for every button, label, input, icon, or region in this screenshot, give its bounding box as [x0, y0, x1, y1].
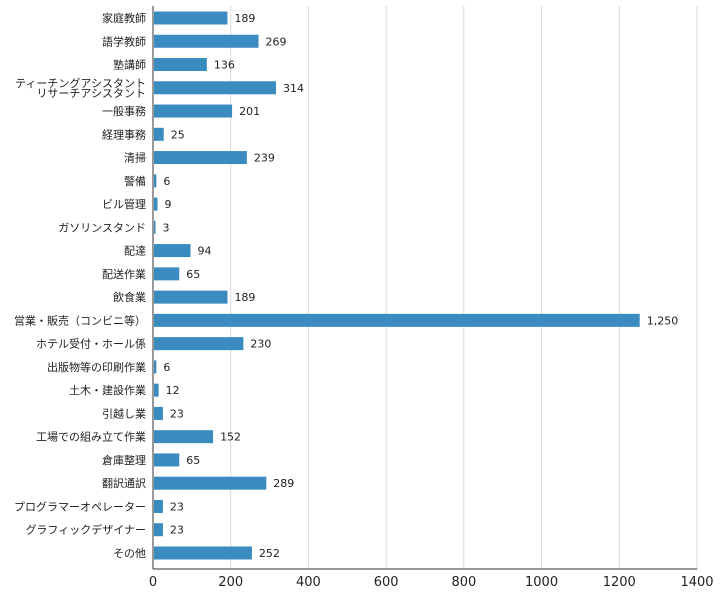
bar	[154, 127, 164, 141]
data-label: 6	[163, 361, 170, 374]
bar	[154, 406, 163, 420]
bar	[154, 453, 180, 467]
x-tick-label: 1000	[525, 575, 558, 590]
bar	[154, 383, 159, 397]
data-label: 189	[234, 291, 255, 304]
data-label: 201	[239, 105, 260, 118]
category-label: 配送作業	[102, 267, 146, 281]
x-tick-label: 0	[149, 575, 157, 590]
x-tick-label: 600	[374, 575, 399, 590]
x-tick-label: 800	[451, 575, 476, 590]
bar	[154, 34, 259, 48]
data-label: 6	[163, 175, 170, 188]
category-label: 配達	[124, 245, 146, 258]
data-label: 94	[198, 245, 212, 258]
x-tick-label: 1400	[680, 575, 713, 590]
category-label: 一般事務	[102, 104, 146, 118]
bar	[154, 244, 191, 258]
data-label: 3	[163, 221, 170, 234]
data-label: 65	[186, 454, 200, 467]
bar	[154, 430, 214, 444]
category-label: 塾講師	[113, 58, 146, 72]
bar	[154, 499, 163, 513]
data-label: 230	[250, 338, 271, 351]
category-label: 出版物等の印刷作業	[47, 360, 146, 374]
data-label: 12	[166, 384, 180, 397]
category-label: 家庭教師	[102, 11, 146, 25]
category-label: 翻訳通訳	[102, 476, 146, 490]
data-label: 25	[171, 128, 185, 141]
x-tick-label: 200	[218, 575, 243, 590]
data-label: 23	[170, 407, 184, 420]
data-label: 136	[214, 59, 235, 72]
data-label: 23	[170, 500, 184, 513]
bar	[154, 174, 157, 188]
category-label: グラフィックデザイナー	[25, 523, 146, 537]
category-label: 工場での組み立て作業	[36, 430, 146, 444]
data-label: 9	[164, 198, 171, 211]
data-label: 1,250	[647, 314, 679, 327]
category-label: ガソリンスタンド	[58, 221, 146, 234]
bar	[154, 104, 233, 118]
bar	[154, 58, 207, 72]
data-label: 152	[220, 431, 241, 444]
category-label: 土木・建設作業	[69, 383, 146, 397]
category-label: 警備	[124, 174, 146, 188]
data-label: 239	[254, 152, 275, 165]
data-label: 23	[170, 524, 184, 537]
category-label: 引越し業	[102, 406, 146, 420]
category-label: 語学教師	[102, 34, 146, 48]
category-label: その他	[113, 547, 146, 560]
data-label: 289	[273, 477, 294, 490]
bar	[154, 267, 180, 281]
bar	[154, 476, 267, 490]
category-label: 清掃	[124, 151, 146, 165]
data-label: 252	[259, 547, 280, 560]
bar	[154, 81, 277, 95]
category-label: 倉庫整理	[102, 453, 146, 467]
x-tick-label: 400	[296, 575, 321, 590]
category-label: 営業・販売（コンビニ等）	[14, 313, 146, 327]
bar	[154, 151, 247, 165]
category-label: ホテル受付・ホール係	[36, 338, 146, 351]
bar	[154, 11, 228, 25]
bar	[154, 290, 228, 304]
x-tick-label: 1200	[603, 575, 636, 590]
data-label: 189	[234, 12, 255, 25]
bar	[154, 546, 252, 560]
bar	[154, 313, 640, 327]
data-label: 314	[283, 82, 304, 95]
data-label: 269	[266, 35, 287, 48]
category-label: 経理事務	[102, 127, 146, 141]
bar	[154, 360, 157, 374]
bar	[154, 220, 156, 234]
data-label: 65	[186, 268, 200, 281]
category-label: ティーチングアシスタントリサーチアシスタント	[15, 76, 146, 100]
bar	[154, 523, 163, 537]
category-label: 飲食業	[113, 290, 146, 304]
category-label: プログラマーオペレーター	[14, 499, 146, 513]
bar	[154, 197, 158, 211]
bar	[154, 337, 244, 351]
category-label: ビル管理	[102, 197, 146, 211]
